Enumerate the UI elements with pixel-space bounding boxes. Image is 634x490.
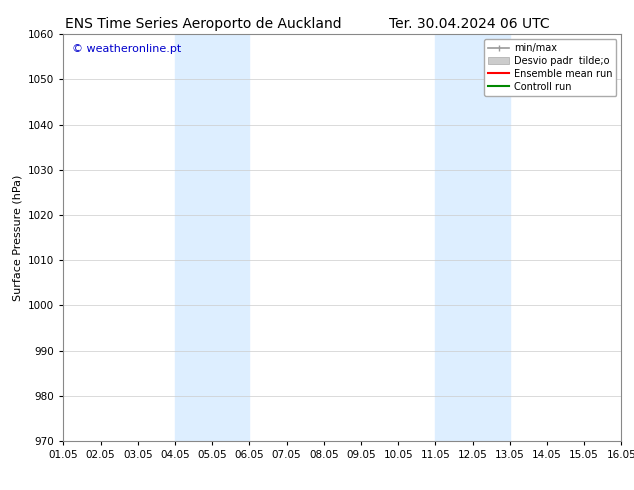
Text: Ter. 30.04.2024 06 UTC: Ter. 30.04.2024 06 UTC (389, 17, 550, 31)
Bar (436, 34, 510, 441)
Y-axis label: Surface Pressure (hPa): Surface Pressure (hPa) (13, 174, 23, 301)
Text: © weatheronline.pt: © weatheronline.pt (72, 45, 181, 54)
Legend: min/max, Desvio padr  tilde;o, Ensemble mean run, Controll run: min/max, Desvio padr tilde;o, Ensemble m… (484, 39, 616, 96)
Bar (175, 34, 249, 441)
Text: ENS Time Series Aeroporto de Auckland: ENS Time Series Aeroporto de Auckland (65, 17, 341, 31)
